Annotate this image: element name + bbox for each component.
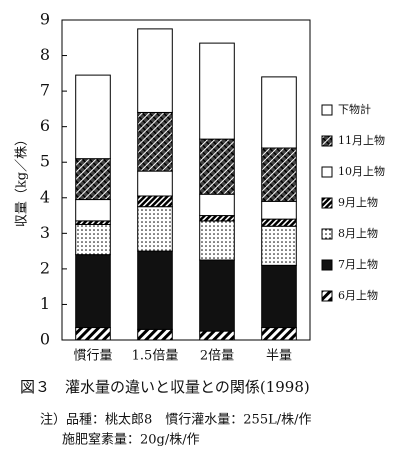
legend-swatch	[321, 290, 333, 302]
legend-label: 10月上物	[338, 164, 385, 178]
bar-segment	[261, 200, 297, 220]
bar-segment	[199, 138, 235, 195]
bar-segment	[199, 193, 235, 217]
y-tick-label: 5	[40, 152, 50, 171]
x-tick-label: 慣行量	[73, 348, 112, 364]
bar-segment	[137, 170, 173, 197]
bar-segment	[199, 220, 235, 261]
legend-label: 7月上物	[338, 257, 378, 271]
legend-label: 9月上物	[338, 195, 378, 209]
bar-segment	[261, 225, 297, 266]
legend-label: 6月上物	[338, 288, 378, 302]
bar-segment	[199, 215, 235, 222]
bar-segment	[137, 206, 173, 252]
bar-segment	[75, 158, 111, 201]
legend-swatch	[321, 197, 333, 209]
bar-segment	[75, 199, 111, 222]
legend-swatch	[321, 228, 333, 240]
y-tick-label: 6	[40, 116, 50, 135]
bar-segment	[199, 259, 235, 332]
bar-segment	[261, 218, 297, 227]
legend-swatch	[321, 135, 333, 147]
y-tick-label: 4	[40, 187, 50, 206]
bar-segment	[261, 264, 297, 329]
legend-swatch	[321, 259, 333, 271]
bar-segment	[137, 195, 173, 208]
legend-label: 下物計	[338, 102, 371, 116]
legend-label: 8月上物	[338, 226, 378, 240]
legend-label: 11月上物	[338, 133, 385, 147]
legend-swatch	[321, 104, 333, 116]
bar-segment	[75, 223, 111, 256]
y-tick-label: 0	[40, 330, 50, 349]
x-tick-label: 半量	[266, 349, 292, 364]
bar-segment	[75, 74, 111, 160]
x-tick-label: 1.5倍量	[132, 349, 179, 364]
legend-swatch	[321, 166, 333, 178]
note: 施肥窒素量：20g/株/作	[62, 432, 200, 448]
bar-segment	[261, 147, 297, 202]
bar-segment	[75, 327, 111, 341]
note: 注）品種：桃太郎8 慣行灌水量：255L/株/作	[40, 412, 311, 428]
bar-segment	[137, 250, 173, 330]
y-tick-label: 3	[40, 223, 50, 242]
bar-segment	[137, 111, 173, 172]
x-tick-label: 2倍量	[200, 349, 234, 364]
y-tick-label: 9	[40, 10, 50, 29]
bar-segment	[137, 28, 173, 113]
y-tick-label: 1	[40, 294, 50, 313]
y-tick-label: 7	[40, 81, 50, 100]
bar-segment	[75, 254, 111, 329]
y-axis-label: 収量（kg／株）	[15, 133, 30, 227]
bar-segment	[261, 327, 297, 341]
y-tick-label: 8	[40, 45, 50, 64]
plot-frame	[61, 19, 311, 341]
y-tick-label: 2	[40, 258, 50, 277]
caption: 図３ 灌水量の違いと収量との関係(1998)	[20, 378, 310, 396]
bar-segment	[199, 330, 235, 341]
bar-segment	[199, 42, 235, 140]
bar-segment	[261, 76, 297, 149]
bar-segment	[137, 328, 173, 341]
bar-segment	[75, 220, 111, 225]
